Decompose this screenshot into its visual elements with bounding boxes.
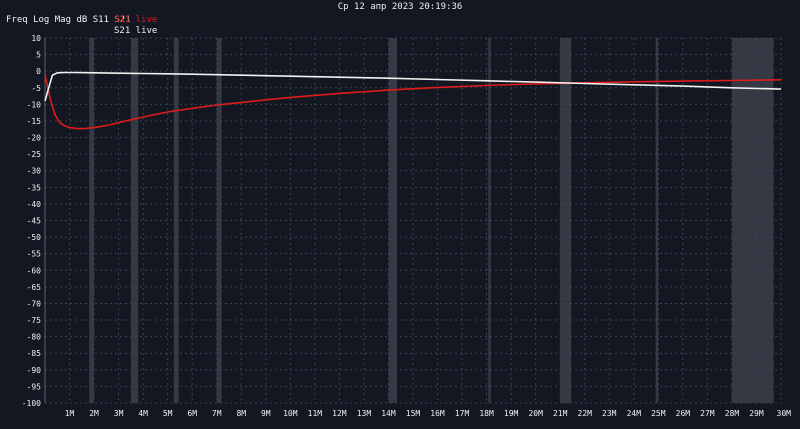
x-tick-label: 11M — [308, 409, 323, 418]
x-tick-label: 9M — [261, 409, 271, 418]
y-tick-label: -45 — [27, 217, 42, 226]
shaded-band-3 — [216, 38, 222, 403]
y-tick-label: 5 — [36, 51, 41, 60]
legend-s21: S21 live — [114, 26, 158, 36]
y-tick-label: -35 — [27, 183, 42, 192]
x-tick-label: 27M — [700, 409, 715, 418]
x-tick-label: 26M — [676, 409, 691, 418]
x-tick-label: 24M — [627, 409, 642, 418]
shaded-band-5 — [488, 38, 491, 403]
shaded-band-4 — [388, 38, 398, 403]
legend-s11: S11 live — [114, 15, 158, 25]
x-tick-label: 25M — [651, 409, 666, 418]
grid-lines — [44, 37, 782, 404]
y-tick-label: -90 — [27, 366, 42, 375]
y-tick-label: -70 — [27, 299, 42, 308]
x-tick-label: 8M — [236, 409, 246, 418]
x-tick-label: 10M — [283, 409, 298, 418]
shaded-band-8 — [731, 38, 774, 403]
x-axis-ticks: 1M 2M 3M 4M 5M 6M 7M 8M 9M 10M 11M 12M 13M 14M 15M 16M 1… — [65, 409, 791, 418]
y-tick-label: -55 — [27, 250, 42, 259]
chart-title: Freq Log Mag dB S11 S21 — [6, 15, 131, 25]
x-tick-label: 2M — [89, 409, 99, 418]
x-tick-label: 5M — [163, 409, 173, 418]
x-tick-label: 19M — [504, 409, 519, 418]
y-tick-label: -5 — [31, 84, 41, 93]
x-tick-label: 1M — [65, 409, 75, 418]
timestamp: Ср 12 апр 2023 20:19:36 — [337, 2, 463, 12]
y-tick-label: -30 — [27, 167, 42, 176]
x-tick-label: 3M — [114, 409, 124, 418]
x-tick-label: 4M — [138, 409, 148, 418]
y-tick-label: -20 — [27, 134, 42, 143]
y-tick-label: -85 — [27, 349, 42, 358]
y-tick-label: -10 — [27, 100, 42, 109]
x-tick-label: 28M — [725, 409, 740, 418]
y-tick-label: -75 — [27, 316, 42, 325]
x-tick-label: 30M — [777, 409, 792, 418]
y-tick-label: -40 — [27, 200, 42, 209]
x-tick-label: 17M — [455, 409, 470, 418]
x-tick-label: 18M — [479, 409, 494, 418]
x-tick-label: 21M — [553, 409, 568, 418]
y-tick-label: 10 — [31, 34, 41, 43]
x-tick-label: 29M — [749, 409, 764, 418]
x-tick-label: 6M — [187, 409, 197, 418]
y-axis-ticks: 10 5 0 -5 -10 -15 -20 -25 -30 -35 -40 -45 -50 -55 -60 -… — [22, 34, 41, 408]
x-tick-label: 15M — [406, 409, 421, 418]
y-tick-label: 0 — [36, 67, 41, 76]
y-tick-label: -80 — [27, 333, 42, 342]
series-line-s21 — [44, 71, 782, 102]
shaded-band-1 — [130, 38, 139, 403]
x-tick-label: 20M — [528, 409, 543, 418]
x-tick-label: 13M — [357, 409, 372, 418]
y-tick-label: -95 — [27, 382, 42, 391]
x-tick-label: 12M — [332, 409, 347, 418]
y-tick-label: -65 — [27, 283, 42, 292]
y-tick-label: -25 — [27, 150, 42, 159]
y-tick-label: -50 — [27, 233, 42, 242]
x-tick-label: 23M — [602, 409, 617, 418]
y-tick-label: -60 — [27, 266, 42, 275]
y-tick-label: -15 — [27, 117, 42, 126]
x-tick-label: 7M — [212, 409, 222, 418]
legend: S11 live S21 live — [114, 15, 157, 37]
x-tick-label: 22M — [578, 409, 593, 418]
x-tick-label: 14M — [381, 409, 396, 418]
x-tick-label: 16M — [430, 409, 445, 418]
series-lines — [44, 71, 782, 130]
y-tick-label: -100 — [22, 399, 41, 408]
